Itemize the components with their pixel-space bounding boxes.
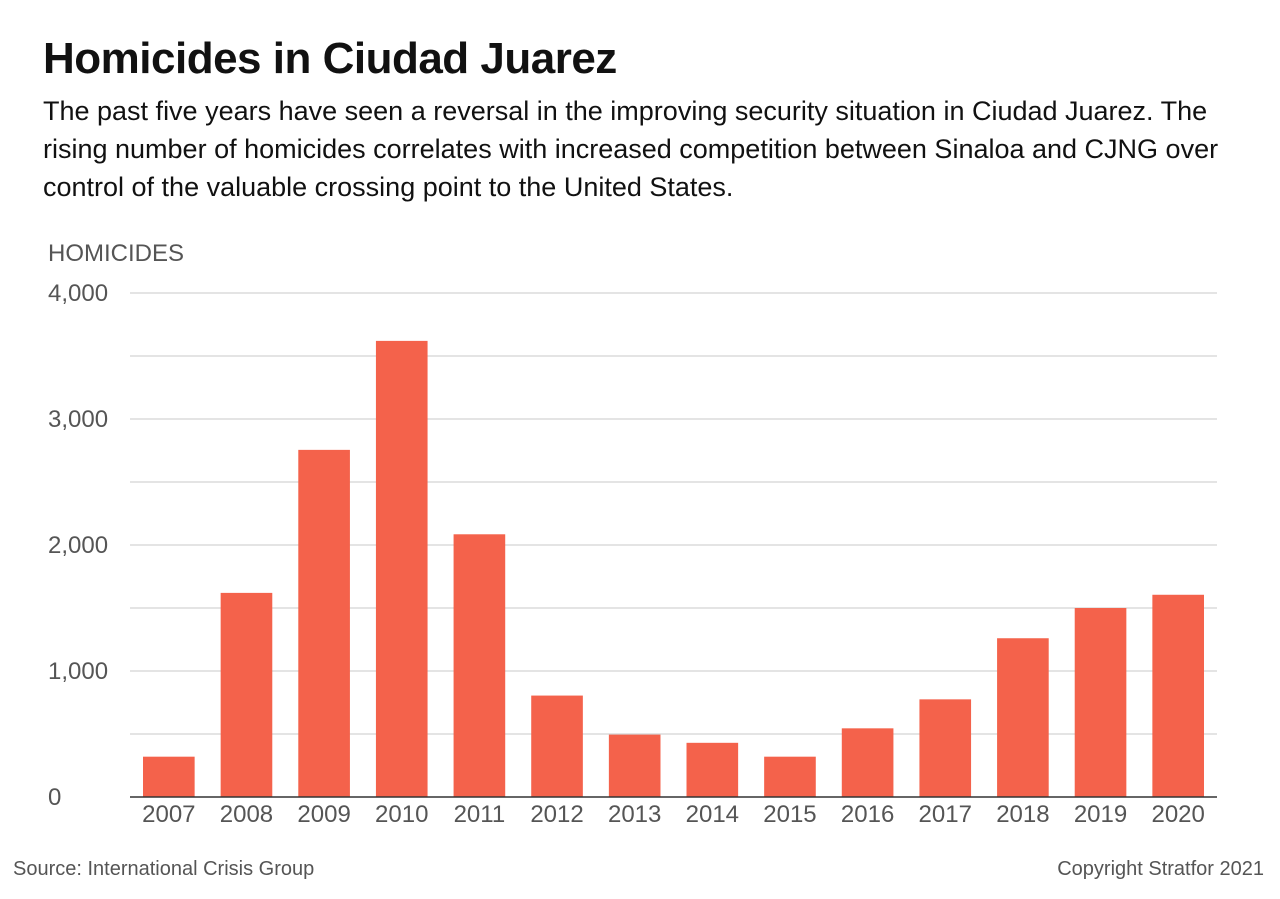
x-tick-label-2019: 2019 bbox=[1074, 801, 1127, 828]
x-tick-label-2007: 2007 bbox=[142, 801, 195, 828]
x-tick-label-2008: 2008 bbox=[220, 801, 273, 828]
x-tick-label-2017: 2017 bbox=[919, 801, 972, 828]
bar-2019 bbox=[1074, 608, 1127, 797]
y-tick-label: 0 bbox=[48, 784, 61, 811]
bar-2018 bbox=[997, 638, 1049, 797]
x-tick-label-2013: 2013 bbox=[608, 801, 661, 828]
bar-2015 bbox=[764, 756, 816, 797]
bar-2009 bbox=[298, 449, 350, 797]
bar-2007 bbox=[143, 756, 195, 797]
y-axis-label: HOMICIDES bbox=[48, 240, 184, 267]
bar-2014 bbox=[686, 742, 739, 797]
bar-2010 bbox=[375, 340, 428, 797]
y-tick-labels: 0 1,000 2,000 3,000 4,000 bbox=[48, 280, 108, 811]
chart-subtitle: The past five years have seen a reversal… bbox=[43, 96, 1219, 202]
bar-2008 bbox=[220, 592, 273, 797]
y-tick-label: 3,000 bbox=[48, 406, 108, 433]
x-tick-label-2011: 2011 bbox=[454, 801, 506, 828]
chart-title: Homicides in Ciudad Juarez bbox=[43, 34, 617, 83]
source-note: Source: International Crisis Group bbox=[13, 858, 315, 880]
bar-2013 bbox=[608, 734, 661, 797]
x-tick-label-2014: 2014 bbox=[686, 801, 739, 828]
bar-2020 bbox=[1152, 594, 1204, 797]
x-tick-label-2015: 2015 bbox=[763, 801, 816, 828]
bar-chart: 0 1,000 2,000 3,000 4,000 HOMICIDES 2007 2008… bbox=[48, 240, 1217, 828]
bar-2011 bbox=[453, 534, 506, 797]
x-tick-label-2012: 2012 bbox=[530, 801, 583, 828]
x-tick-label-2020: 2020 bbox=[1151, 801, 1204, 828]
x-tick-labels: 2007 2008 2009 2010 2011 2012 2013 2014 2015 2016… bbox=[142, 801, 1205, 828]
bars bbox=[143, 340, 1204, 797]
bar-2016 bbox=[841, 728, 894, 797]
y-tick-label: 1,000 bbox=[48, 658, 108, 685]
gridlines bbox=[130, 292, 1217, 735]
x-tick-label-2009: 2009 bbox=[297, 801, 350, 828]
copyright-note: Copyright Stratfor 2021 bbox=[1057, 858, 1264, 880]
x-tick-label-2010: 2010 bbox=[375, 801, 428, 828]
bar-2012 bbox=[531, 695, 583, 797]
y-tick-label: 4,000 bbox=[48, 280, 108, 307]
x-tick-label-2018: 2018 bbox=[996, 801, 1049, 828]
x-tick-label-2016: 2016 bbox=[841, 801, 894, 828]
bar-2017 bbox=[919, 699, 972, 797]
y-tick-label: 2,000 bbox=[48, 532, 108, 559]
